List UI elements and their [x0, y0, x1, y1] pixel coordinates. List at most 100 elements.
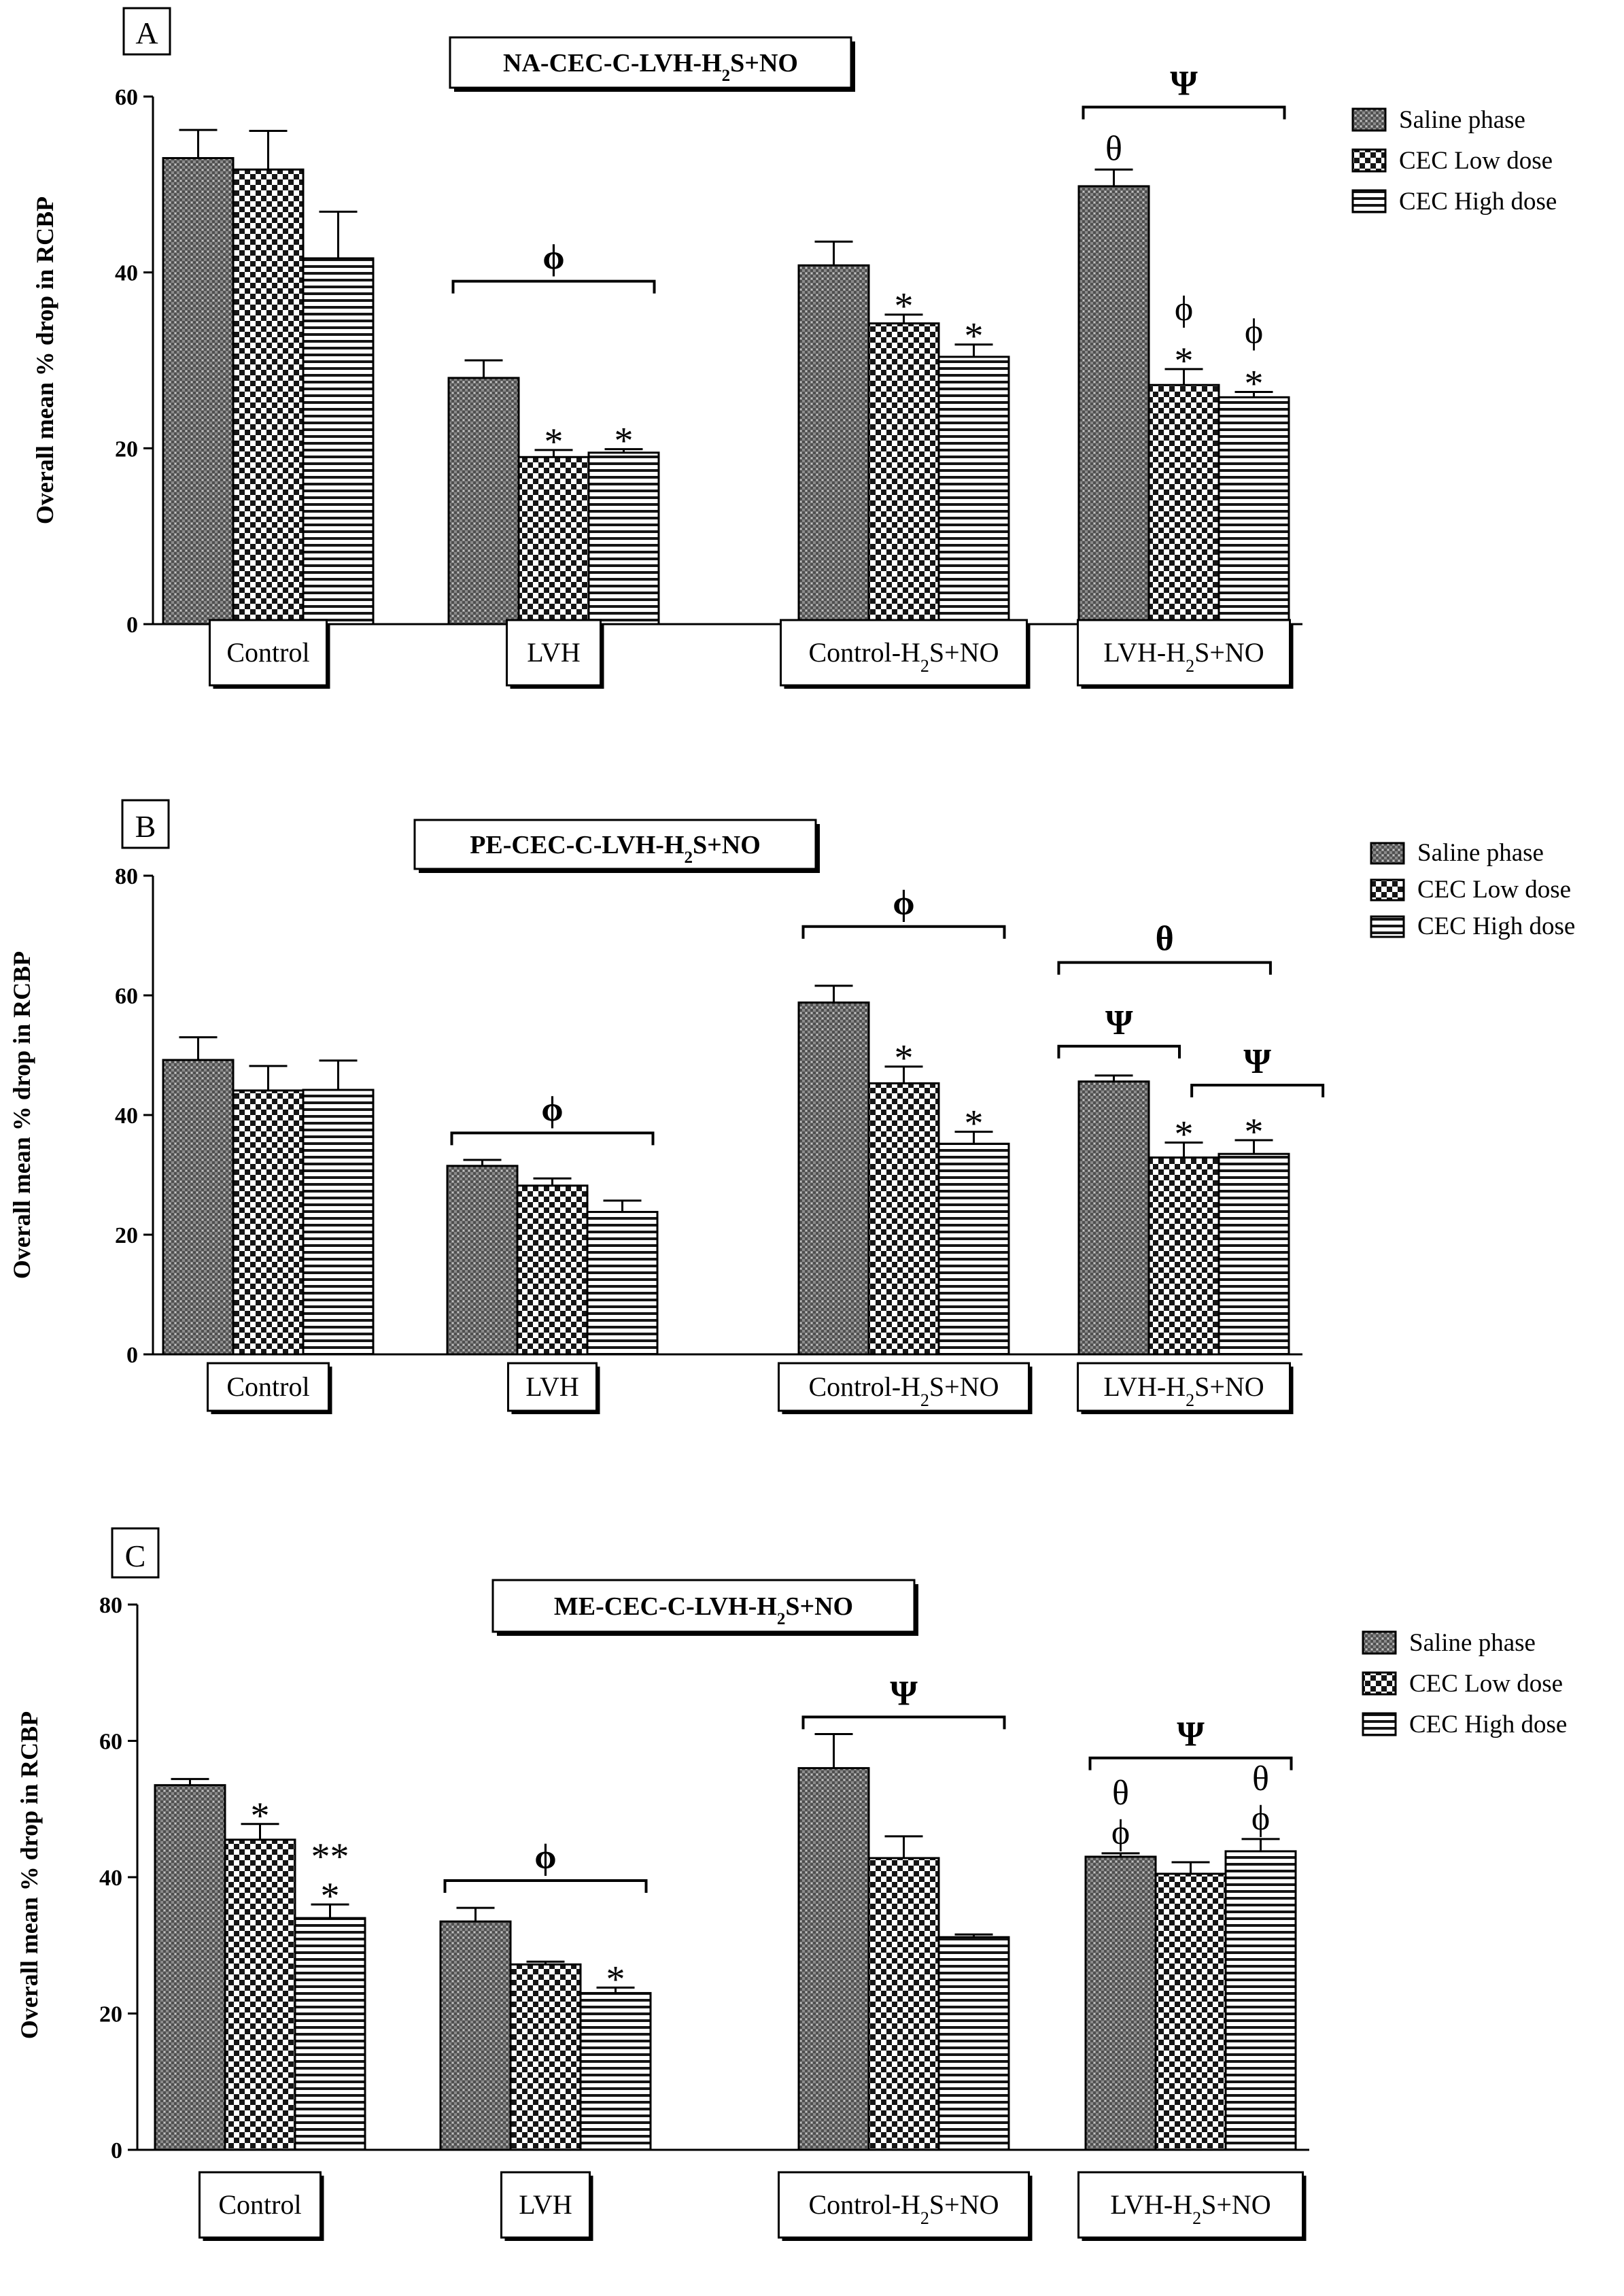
bar — [937, 1936, 1010, 2151]
bar — [232, 168, 305, 626]
category-box — [198, 2171, 322, 2239]
significance-mark: * — [1245, 1111, 1264, 1153]
chart-panel-c: C ME-CEC-C-LVH-H2S+NO Overall mean % drop … — [16, 1527, 1567, 2241]
panel-letter-box — [122, 7, 171, 56]
bar — [797, 1767, 870, 2151]
comparison-bracket — [1088, 1756, 1293, 1770]
y-tick-label: 0 — [126, 613, 138, 638]
y-axis-label: Overall mean % drop in RCBP — [16, 1711, 43, 2039]
y-tick-label: 40 — [115, 1103, 138, 1129]
significance-mark: θ — [1105, 129, 1122, 168]
legend-label: CEC High dose — [1399, 188, 1557, 216]
bracket-symbol: ϕ — [542, 239, 564, 277]
y-tick-label: 20 — [115, 436, 138, 462]
bar — [302, 257, 375, 626]
bracket-symbol: ϕ — [534, 1838, 556, 1877]
bar — [1147, 1156, 1220, 1356]
title-box — [413, 819, 817, 870]
bar — [797, 264, 870, 626]
comparison-bracket — [1057, 1044, 1181, 1059]
bar — [937, 1142, 1010, 1356]
y-axis-label: Overall mean % drop in RCBP — [31, 196, 58, 524]
category-label: Control-H2S+NO — [808, 1371, 999, 1410]
bar — [154, 1784, 226, 2151]
comparison-bracket — [443, 1879, 648, 1894]
bracket-symbol: Ψ — [1105, 1004, 1133, 1042]
legend-swatch — [1370, 915, 1405, 938]
significance-mark: ϕ — [1251, 1799, 1270, 1838]
panel-letter-box — [121, 799, 170, 849]
category-label: Control — [226, 1371, 309, 1402]
y-tick-label: 40 — [99, 1866, 122, 1891]
bar — [446, 1165, 519, 1356]
y-tick-label: 60 — [99, 1730, 122, 1755]
category-box — [506, 619, 602, 687]
significance-mark: ϕ — [1111, 1813, 1130, 1852]
category-label: LVH — [527, 637, 581, 668]
y-tick-label: 20 — [99, 2002, 122, 2027]
category-label: LVH-H2S+NO — [1110, 2189, 1271, 2228]
legend-swatch — [1362, 1712, 1397, 1736]
bar — [302, 1089, 375, 1356]
category-box — [1077, 619, 1291, 687]
category-box — [500, 2171, 591, 2239]
legend-swatch — [1370, 878, 1405, 902]
bar — [1217, 1152, 1290, 1356]
category-box — [507, 1362, 598, 1412]
chart-title: PE-CEC-C-LVH-H2S+NO — [470, 831, 761, 867]
bar — [579, 1991, 652, 2151]
legend-swatch — [1351, 189, 1387, 213]
legend-swatch — [1362, 1630, 1397, 1655]
significance-mark: ** — [311, 1836, 349, 1878]
legend-swatch — [1362, 1671, 1397, 1696]
legend-swatch — [1370, 842, 1405, 865]
category-label: LVH — [525, 1371, 579, 1402]
y-tick-label: 60 — [115, 85, 138, 110]
title-box — [491, 1579, 916, 1633]
bar — [516, 1184, 589, 1356]
category-box — [207, 1362, 330, 1412]
bar — [224, 1838, 296, 2151]
y-tick-label: 40 — [115, 261, 138, 286]
bracket-symbol: Ψ — [890, 1674, 918, 1713]
bar — [867, 1082, 940, 1356]
bar — [937, 356, 1010, 626]
bar — [1217, 396, 1290, 626]
category-label: Control — [218, 2189, 301, 2220]
y-tick-label: 0 — [111, 2138, 122, 2163]
category-label: Control-H2S+NO — [808, 637, 999, 676]
significance-mark: * — [1245, 363, 1264, 405]
bar — [447, 377, 520, 626]
comparison-bracket — [1190, 1084, 1325, 1097]
bar — [1077, 185, 1150, 626]
title-box — [449, 36, 852, 89]
category-label: LVH — [519, 2189, 572, 2220]
category-label: Control-H2S+NO — [808, 2189, 999, 2228]
y-tick-label: 0 — [126, 1343, 138, 1368]
significance-mark: * — [965, 1103, 984, 1145]
bar — [509, 1963, 582, 2151]
bar — [162, 157, 235, 626]
legend-label: CEC Low dose — [1409, 1670, 1563, 1698]
bar — [162, 1059, 235, 1356]
significance-mark: θ — [1252, 1760, 1269, 1798]
category-box — [209, 619, 328, 687]
bar — [1084, 1855, 1157, 2151]
legend-label: CEC Low dose — [1399, 147, 1553, 175]
bar — [867, 322, 940, 626]
significance-mark: * — [615, 420, 634, 462]
panel-letter: B — [135, 809, 156, 844]
legend-label: Saline phase — [1409, 1629, 1536, 1657]
comparison-bracket — [801, 1715, 1006, 1730]
legend-label: CEC High dose — [1409, 1711, 1567, 1738]
legend-label: CEC High dose — [1417, 912, 1575, 940]
legend-swatch — [1351, 148, 1387, 173]
bracket-symbol: Ψ — [1243, 1042, 1271, 1081]
significance-mark: * — [606, 1958, 625, 2000]
category-label: LVH-H2S+NO — [1103, 1371, 1264, 1410]
panel-letter: A — [135, 16, 158, 50]
bar — [1224, 1850, 1297, 2151]
comparison-bracket — [1057, 961, 1272, 975]
significance-mark: θ — [1112, 1774, 1129, 1813]
significance-mark: * — [965, 315, 984, 358]
